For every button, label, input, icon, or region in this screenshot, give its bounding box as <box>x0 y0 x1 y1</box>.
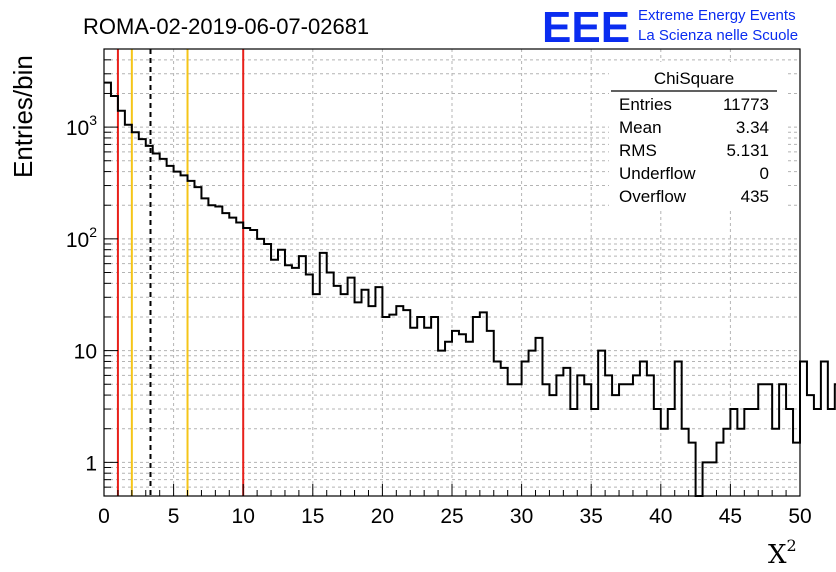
stat-label-underflow: Underflow <box>619 164 696 183</box>
y-tick-label: 102 <box>66 224 97 252</box>
y-tick-label: 103 <box>66 112 97 140</box>
stats-box-name: ChiSquare <box>654 69 734 88</box>
stat-value-mean: 3.34 <box>736 118 769 137</box>
histogram-step-line <box>104 81 836 497</box>
brand-line-1: Extreme Energy Events <box>638 7 796 24</box>
x-tick-label: 25 <box>440 505 463 528</box>
x-tick-label: 5 <box>168 505 180 528</box>
stat-label-entries: Entries <box>619 95 672 114</box>
stats-box: ChiSquare Entries 11773 Mean 3.34 RMS 5.… <box>609 62 785 208</box>
y-tick-label: 10 <box>74 341 97 364</box>
stats-box-background <box>609 62 785 208</box>
x-tick-label: 20 <box>371 505 394 528</box>
marker-lines <box>116 49 245 496</box>
x-tick-label: 35 <box>580 505 603 528</box>
chart-title: ROMA-02-2019-06-07-02681 <box>83 14 369 39</box>
x-axis-label: X2 <box>768 536 797 570</box>
stat-value-overflow: 435 <box>741 187 769 206</box>
x-tick-label: 10 <box>232 505 255 528</box>
y-axis-ticks: 1 10 102 103 <box>66 59 118 488</box>
y-tick-label: 1 <box>85 452 97 475</box>
y-axis-label: Entries/bin <box>8 55 38 178</box>
brand-line-2: La Scienza nelle Scuole <box>638 27 798 44</box>
x-tick-label: 0 <box>98 505 110 528</box>
stat-value-entries: 11773 <box>723 95 769 114</box>
x-tick-label: 40 <box>649 505 672 528</box>
x-tick-label: 15 <box>301 505 324 528</box>
eee-logo: EEE <box>542 3 630 52</box>
x-tick-label: 45 <box>719 505 742 528</box>
stat-value-rms: 5.131 <box>726 141 769 160</box>
x-tick-label: 30 <box>510 505 533 528</box>
x-axis-ticks: 0 5 10 15 20 25 30 35 40 45 50 <box>98 484 812 528</box>
stat-value-underflow: 0 <box>760 164 769 183</box>
x-tick-label: 50 <box>788 505 811 528</box>
stat-label-rms: RMS <box>619 141 657 160</box>
stat-label-mean: Mean <box>619 118 662 137</box>
stat-label-overflow: Overflow <box>619 187 687 206</box>
